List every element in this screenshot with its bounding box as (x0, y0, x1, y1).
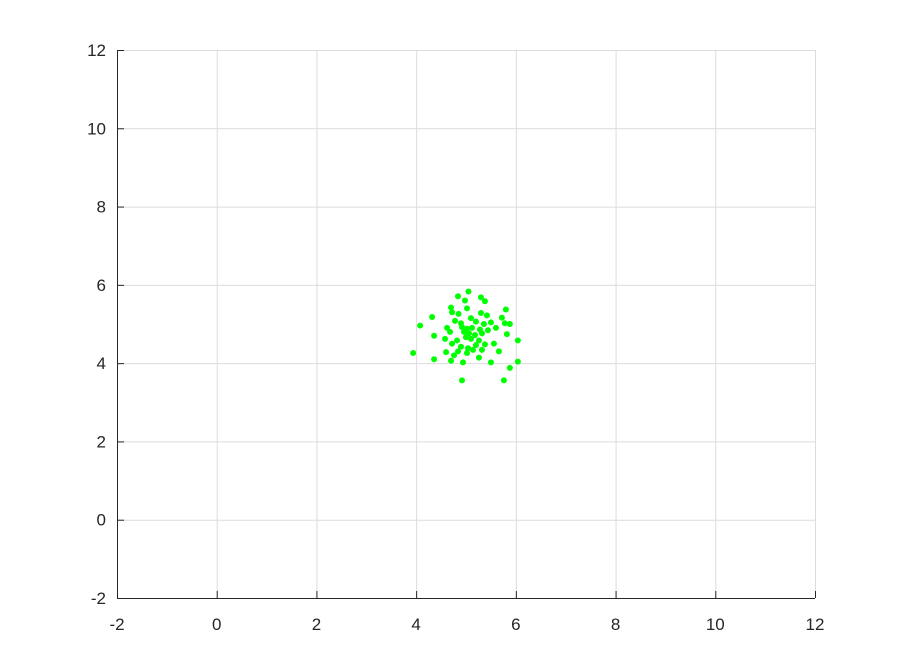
data-point (501, 320, 508, 327)
data-point (429, 313, 436, 320)
plot-background (117, 50, 815, 598)
data-point (448, 357, 455, 364)
y-tick-label: 6 (97, 276, 106, 295)
y-tick-label: -2 (91, 589, 106, 608)
data-point (459, 324, 466, 331)
data-point (454, 337, 461, 344)
data-point (465, 288, 472, 295)
data-point (469, 346, 476, 353)
data-point (449, 309, 456, 316)
data-point (455, 310, 462, 317)
data-point (417, 322, 424, 329)
x-tick-label: 10 (706, 615, 725, 634)
data-point (449, 340, 456, 347)
data-point (478, 330, 485, 337)
y-axis-ticks: -2 0 2 4 6 8 10 12 (87, 41, 124, 608)
data-point (467, 335, 474, 342)
data-point (460, 359, 467, 366)
data-points (410, 288, 521, 384)
x-tick-label: 12 (806, 615, 825, 634)
y-tick-label: 4 (97, 354, 106, 373)
data-point (500, 377, 507, 384)
data-point (492, 324, 499, 331)
data-point (498, 314, 505, 321)
y-tick-label: 2 (97, 432, 106, 451)
x-tick-label: 2 (312, 615, 321, 634)
data-point (471, 331, 478, 338)
data-point (475, 354, 482, 361)
data-point (503, 331, 510, 338)
data-point (455, 293, 462, 300)
data-point (443, 349, 450, 356)
data-point (487, 319, 494, 326)
y-tick-label: 0 (97, 511, 106, 530)
data-point (448, 304, 455, 311)
data-point (481, 298, 488, 305)
y-tick-label: 8 (97, 198, 106, 217)
grid (117, 50, 816, 599)
data-point (502, 306, 509, 313)
data-point (468, 324, 475, 331)
data-point (490, 340, 497, 347)
x-tick-label: 6 (511, 615, 520, 634)
data-point (487, 359, 494, 366)
axes (117, 50, 815, 599)
data-point (495, 348, 502, 355)
data-point (431, 356, 438, 363)
data-point (458, 343, 465, 350)
data-point (472, 342, 479, 349)
data-point (463, 305, 470, 312)
x-tick-label: 0 (212, 615, 221, 634)
data-point (461, 328, 468, 335)
x-tick-label: 4 (411, 615, 420, 634)
data-point (431, 332, 438, 339)
x-tick-label: 8 (611, 615, 620, 634)
data-point (452, 317, 459, 324)
data-point (514, 337, 521, 344)
data-point (459, 377, 466, 384)
data-point (463, 334, 469, 341)
data-point (478, 346, 485, 353)
data-point (475, 337, 482, 344)
data-point (451, 352, 458, 359)
y-tick-label: 10 (87, 119, 106, 138)
x-axis-ticks: -2 0 2 4 6 8 10 12 (109, 591, 824, 634)
data-point (455, 348, 462, 355)
data-point (483, 312, 490, 319)
data-point (506, 364, 513, 371)
data-point (480, 321, 487, 327)
data-point (467, 315, 474, 322)
data-point (442, 335, 449, 342)
data-point (477, 294, 484, 301)
data-point (463, 349, 470, 356)
data-point (410, 349, 417, 356)
data-point (472, 318, 479, 325)
data-point (447, 328, 454, 335)
data-point (506, 321, 513, 327)
data-point (484, 327, 491, 334)
data-point (514, 358, 521, 365)
data-point (462, 297, 469, 304)
x-tick-label: -2 (109, 615, 124, 634)
data-point (481, 341, 488, 348)
data-point (477, 310, 484, 317)
y-tick-label: 12 (87, 41, 106, 60)
data-point (464, 345, 471, 352)
